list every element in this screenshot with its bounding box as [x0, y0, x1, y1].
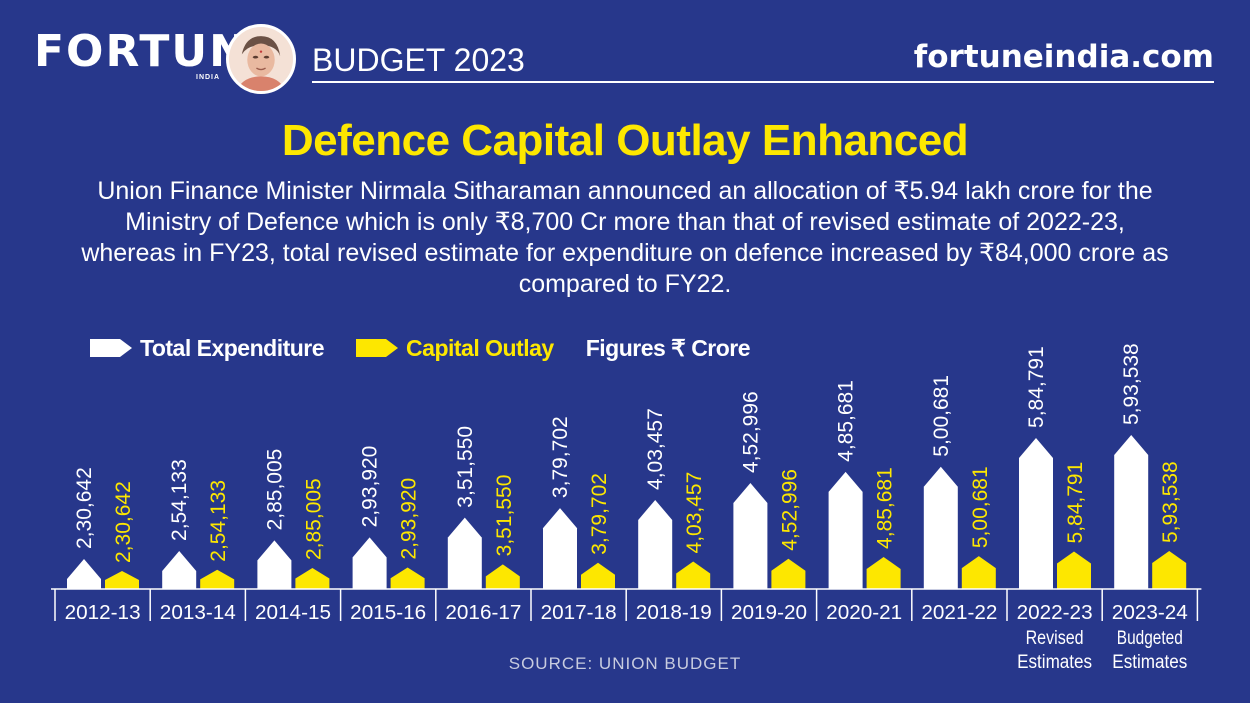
capital-outlay-label: 4,52,996 [778, 469, 801, 551]
x-axis-category-label: 2013-14 [160, 602, 236, 624]
capital-outlay-bar [1152, 551, 1187, 589]
x-axis-category-note: Budgeted [1117, 628, 1183, 649]
x-axis-category-label: 2023-24 [1112, 602, 1188, 624]
x-axis-category-label: 2012-13 [65, 602, 141, 624]
total-expenditure-bar [1019, 437, 1053, 589]
capital-outlay-bar [390, 567, 425, 589]
x-axis-category-note: Estimates [1112, 652, 1187, 673]
x-axis-category-label: 2018-19 [636, 602, 712, 624]
chart-description: Union Finance Minister Nirmala Sitharama… [81, 177, 1169, 298]
total-expenditure-label: 2,93,920 [359, 446, 382, 528]
capital-outlay-label: 3,51,550 [493, 475, 516, 557]
legend-total-swatch-icon [90, 339, 132, 357]
total-expenditure-label: 4,85,681 [835, 380, 858, 462]
legend-capital: Capital Outlay [356, 335, 554, 362]
total-expenditure-bar [162, 550, 197, 589]
total-expenditure-label: 5,93,538 [1120, 343, 1143, 425]
total-expenditure-bar [447, 517, 482, 589]
capital-outlay-bar [295, 568, 330, 589]
total-expenditure-bar [733, 483, 768, 589]
capital-outlay-bar [676, 561, 711, 589]
source-note: SOURCE: UNION BUDGET [508, 654, 742, 673]
total-expenditure-label: 2,85,005 [263, 449, 286, 531]
total-expenditure-bar [67, 559, 101, 589]
capital-outlay-label: 4,03,457 [683, 472, 706, 554]
capital-outlay-bar [200, 569, 235, 589]
capital-outlay-bar [961, 556, 996, 589]
legend-figures-unit: Figures ₹ Crore [585, 334, 751, 361]
capital-outlay-label: 3,79,702 [588, 473, 611, 555]
x-axis-category-label: 2016-17 [445, 602, 521, 624]
x-axis-category-note: Revised [1026, 628, 1084, 649]
x-axis-category-label: 2019-20 [731, 602, 807, 624]
total-expenditure-bar [638, 499, 673, 589]
total-expenditure-label: 4,03,457 [644, 408, 667, 490]
chart-title: Defence Capital Outlay Enhanced [281, 116, 969, 165]
capital-outlay-label: 5,93,538 [1159, 461, 1182, 543]
minister-portrait [226, 24, 296, 94]
total-expenditure-bar [923, 466, 958, 589]
total-expenditure-label: 3,79,702 [549, 416, 572, 498]
x-axis-category-label: 2022-23 [1017, 602, 1093, 624]
total-expenditure-label: 5,84,791 [1025, 346, 1048, 428]
capital-outlay-label: 4,85,681 [874, 467, 897, 549]
capital-outlay-bar [105, 571, 139, 589]
header-rule [312, 81, 1214, 83]
total-expenditure-bar [543, 508, 577, 589]
total-expenditure-bar [257, 540, 292, 589]
capital-outlay-bar [581, 562, 615, 589]
total-expenditure-label: 3,51,550 [454, 426, 477, 508]
x-axis-category-label: 2017-18 [541, 602, 617, 624]
total-expenditure-bar [1114, 435, 1149, 589]
x-axis-category-label: 2020-21 [826, 602, 902, 624]
capital-outlay-bar [1057, 551, 1091, 589]
capital-outlay-label: 2,54,133 [207, 480, 230, 562]
capital-outlay-label: 2,85,005 [302, 478, 325, 560]
legend: Total Expenditure Capital Outlay Figures… [90, 333, 751, 363]
capital-outlay-label: 5,84,791 [1064, 462, 1087, 544]
budget-label: BUDGET 2023 [312, 42, 525, 78]
fortune-logo-sub: INDIA [196, 74, 221, 81]
x-axis-category-note: Estimates [1017, 652, 1092, 673]
site-url: fortuneindia.com [913, 39, 1214, 75]
total-expenditure-label: 4,52,996 [739, 391, 762, 473]
x-axis-category-label: 2014-15 [255, 602, 331, 624]
capital-outlay-label: 2,93,920 [398, 478, 421, 560]
capital-outlay-label: 2,30,642 [112, 481, 135, 563]
capital-outlay-label: 5,00,681 [969, 466, 992, 548]
x-axis-category-label: 2015-16 [350, 602, 426, 624]
legend-total: Total Expenditure [90, 334, 325, 362]
total-expenditure-label: 2,30,642 [73, 467, 96, 549]
legend-total-label: Total Expenditure [140, 334, 325, 361]
total-expenditure-bar [828, 471, 863, 589]
total-expenditure-label: 5,00,681 [930, 375, 953, 457]
legend-capital-label: Capital Outlay [406, 334, 554, 361]
capital-outlay-bar [485, 564, 520, 589]
capital-outlay-bar [771, 558, 806, 589]
legend-capital-swatch-icon [356, 339, 399, 357]
total-expenditure-label: 2,54,133 [168, 459, 191, 541]
total-expenditure-bar [352, 537, 387, 589]
capital-outlay-bar [866, 556, 901, 589]
x-axis-category-label: 2021-22 [921, 602, 997, 624]
